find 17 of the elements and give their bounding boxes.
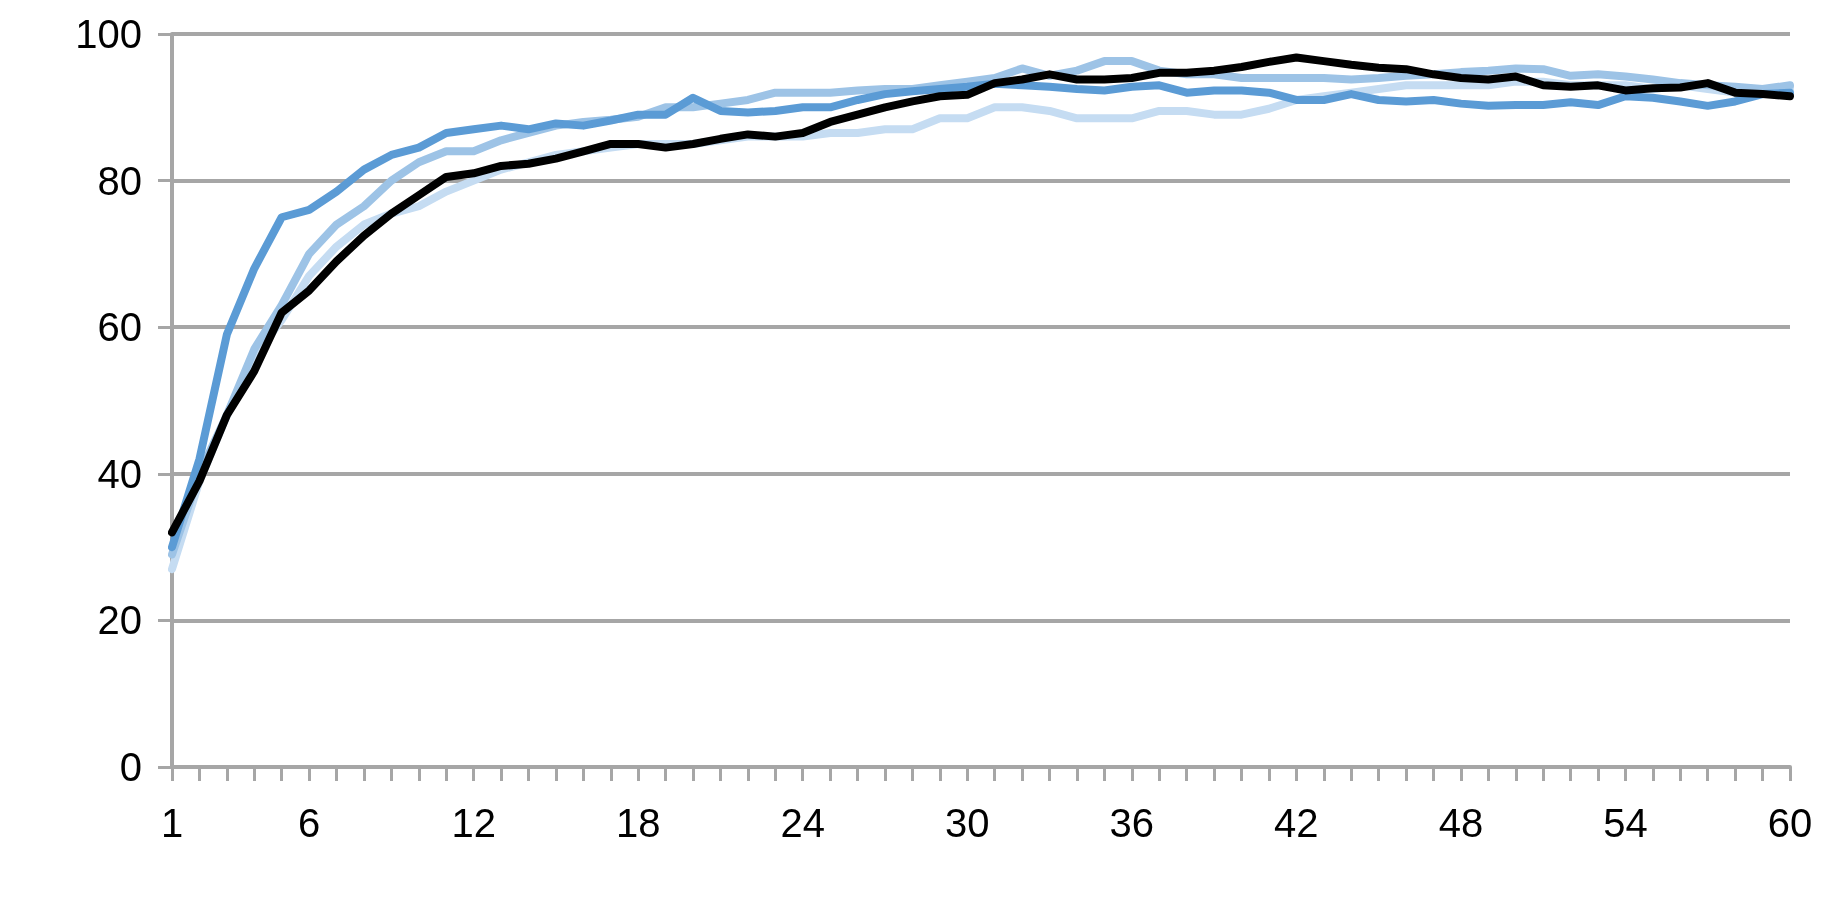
x-tick-label: 30 — [945, 801, 990, 845]
x-tick-label: 12 — [451, 801, 496, 845]
y-tick-label: 20 — [97, 598, 142, 643]
x-tick-label: 42 — [1274, 801, 1319, 845]
x-tick-label: 54 — [1603, 801, 1648, 845]
x-tick-label: 1 — [160, 801, 184, 845]
x-tick-label: 48 — [1438, 801, 1484, 845]
x-tick-label: 24 — [780, 801, 825, 845]
y-tick-label: 100 — [75, 12, 142, 56]
x-tick-label: 60 — [1767, 801, 1813, 845]
y-tick-label: 60 — [97, 305, 142, 350]
x-tick-label: 36 — [1109, 801, 1155, 845]
y-tick-label: 0 — [119, 745, 142, 789]
y-tick-label: 80 — [97, 158, 142, 203]
x-tick-label: 6 — [297, 801, 321, 845]
y-tick-label: 40 — [97, 451, 142, 496]
x-tick-label: 18 — [615, 801, 661, 845]
